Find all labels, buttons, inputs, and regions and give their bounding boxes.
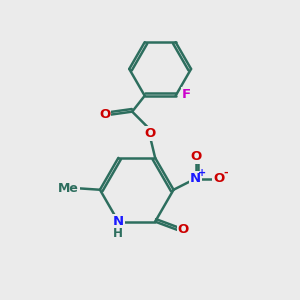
Text: N: N [190,172,201,185]
Text: O: O [213,172,224,185]
Text: O: O [190,150,201,163]
Text: F: F [182,88,190,101]
Text: -: - [224,168,228,178]
Text: O: O [178,224,189,236]
Text: O: O [99,108,110,121]
Text: +: + [198,168,206,178]
Text: N: N [113,215,124,228]
Text: H: H [113,227,123,241]
Text: Me: Me [58,182,79,195]
Text: O: O [144,127,155,140]
